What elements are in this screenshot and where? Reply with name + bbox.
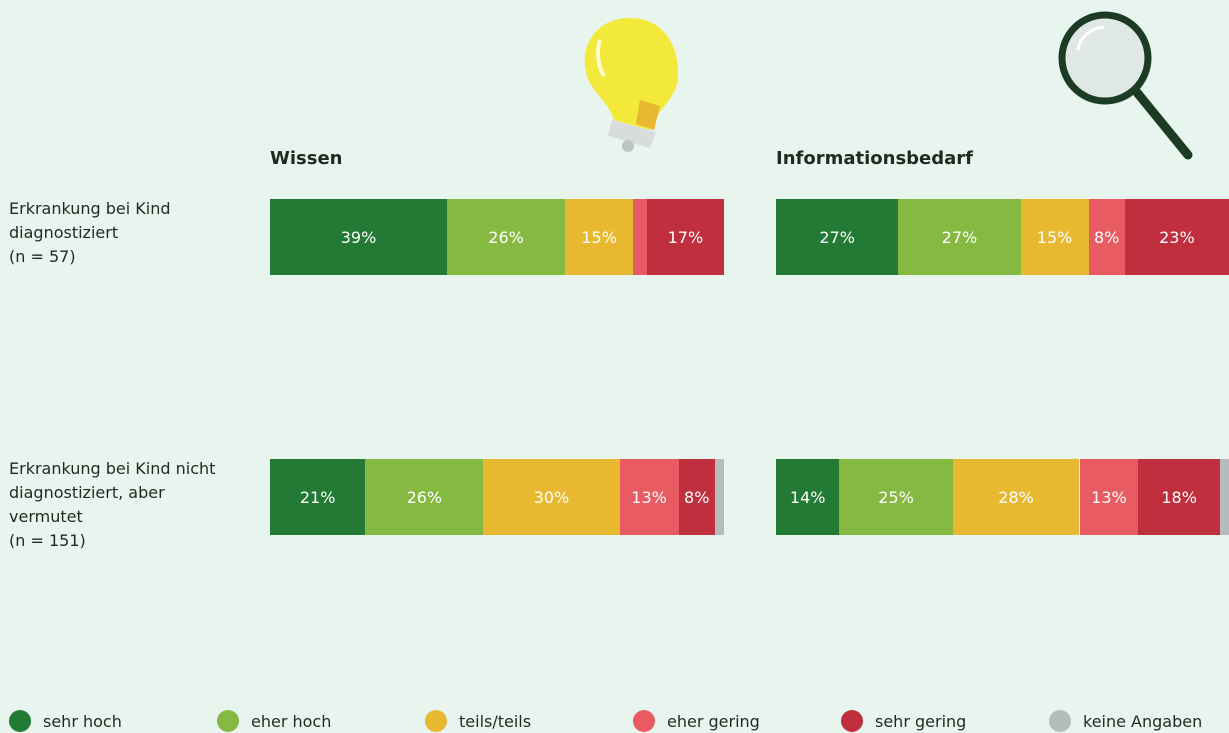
- bar-segment: 8%: [1088, 199, 1125, 275]
- bar-segment: 8%: [678, 459, 715, 535]
- legend-label: teils/teils: [459, 711, 532, 731]
- category-note: (n = 57): [9, 247, 76, 266]
- value-label: 23%: [1159, 227, 1195, 247]
- category-text: Erkrankung bei Kind nicht diagnostiziert…: [9, 459, 216, 526]
- value-label: 13%: [631, 487, 667, 507]
- legend-label: eher gering: [667, 711, 760, 731]
- legend-item: eher hoch: [217, 710, 331, 732]
- value-label: 18%: [1161, 487, 1197, 507]
- legend-item: teils/teils: [425, 710, 531, 732]
- category-text: Erkrankung bei Kind diagnostiziert: [9, 199, 171, 242]
- value-label: 25%: [878, 487, 914, 507]
- legend-item: keine Angaben: [1049, 710, 1202, 732]
- value-label: 27%: [941, 227, 978, 247]
- bar-segment: 17%: [646, 199, 724, 275]
- legend-swatch: [633, 710, 655, 732]
- legend-swatch: [1049, 710, 1071, 732]
- value-label: 17%: [667, 227, 704, 247]
- category-label: Erkrankung bei Kind nicht diagnostiziert…: [9, 457, 224, 553]
- legend-item: sehr gering: [841, 710, 966, 732]
- category-label: Erkrankung bei Kind diagnostiziert (n = 5…: [9, 197, 224, 269]
- bar-segment: [1219, 459, 1229, 535]
- legend-item: eher gering: [633, 710, 760, 732]
- lightbulb-icon: [584, 18, 679, 152]
- value-label: 13%: [1091, 487, 1127, 507]
- value-label: 15%: [581, 227, 617, 247]
- legend-swatch: [9, 710, 31, 732]
- bar-segment: 14%: [776, 459, 840, 535]
- panel-title: Informationsbedarf: [776, 148, 973, 169]
- value-label: 14%: [789, 487, 826, 507]
- legend-label: keine Angaben: [1083, 711, 1203, 731]
- bar-segment: 21%: [270, 459, 366, 535]
- legend-label: sehr hoch: [43, 711, 122, 731]
- panel-title: Wissen: [270, 148, 343, 169]
- value-label: 21%: [299, 487, 336, 507]
- value-label: 8%: [1093, 227, 1120, 247]
- bar-segment: 13%: [619, 459, 679, 535]
- bar-segment: 15%: [1020, 199, 1089, 275]
- bar-segment: [633, 199, 647, 275]
- bar-segment: 28%: [952, 459, 1080, 535]
- value-label: 26%: [406, 487, 443, 507]
- legend-item: sehr hoch: [9, 710, 122, 732]
- bar-segment: 26%: [365, 459, 484, 535]
- legend-swatch: [217, 710, 239, 732]
- bar-segment: 27%: [776, 199, 899, 275]
- category-note: (n = 151): [9, 531, 86, 550]
- value-label: 15%: [1036, 227, 1073, 247]
- bar-segment: 13%: [1079, 459, 1139, 535]
- value-label: 30%: [533, 487, 570, 507]
- value-label: 8%: [684, 487, 710, 507]
- bar-segment: 25%: [839, 459, 953, 535]
- bar-segment: 39%: [270, 199, 448, 275]
- legend-label: eher hoch: [251, 711, 332, 731]
- legend-label: sehr gering: [875, 711, 967, 731]
- value-label: 28%: [998, 487, 1034, 507]
- bar-segment: 26%: [447, 199, 566, 275]
- bar-segment: [714, 459, 724, 535]
- value-label: 27%: [819, 227, 855, 247]
- legend-swatch: [841, 710, 863, 732]
- value-label: 39%: [340, 227, 377, 247]
- bar-segment: 15%: [565, 199, 634, 275]
- magnifier-icon: [1058, 11, 1193, 160]
- bar-segment: 23%: [1124, 199, 1229, 275]
- legend-swatch: [425, 710, 447, 732]
- bar-segment: 27%: [898, 199, 1021, 275]
- bar-segment: 18%: [1138, 459, 1220, 535]
- bar-segment: 30%: [483, 459, 620, 535]
- value-label: 26%: [488, 227, 524, 247]
